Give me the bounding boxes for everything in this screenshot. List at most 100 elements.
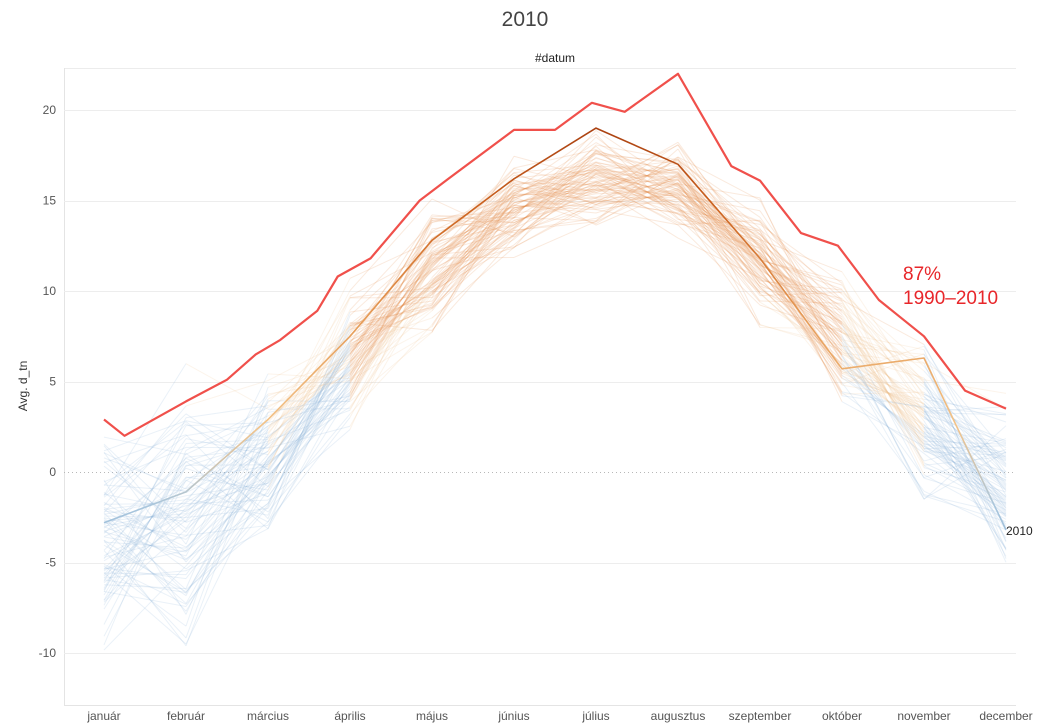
history-line-segment bbox=[185, 472, 269, 579]
history-line-segment bbox=[185, 423, 269, 471]
history-line-segment bbox=[595, 173, 679, 204]
history-line-segment bbox=[431, 190, 515, 268]
history-line-segment bbox=[677, 209, 761, 225]
history-line-segment bbox=[431, 185, 515, 272]
history-line-segment bbox=[185, 482, 269, 497]
history-line-segment bbox=[759, 217, 843, 334]
history-line-segment bbox=[759, 287, 843, 361]
history-line-segment bbox=[759, 255, 843, 325]
history-line-segment bbox=[677, 182, 761, 261]
history-line-segment bbox=[841, 316, 925, 468]
history-line-segment bbox=[267, 297, 351, 430]
history-line-segment bbox=[431, 256, 515, 259]
history-line-segment bbox=[513, 185, 597, 210]
history-line-segment bbox=[923, 495, 1007, 523]
history-line-segment bbox=[103, 503, 187, 505]
history-line-segment bbox=[103, 584, 187, 590]
history-line-segment bbox=[431, 234, 515, 294]
history-line-segment bbox=[923, 382, 1007, 563]
history-line-segment bbox=[677, 201, 761, 241]
history-line-segment bbox=[267, 374, 351, 509]
history-line-segment bbox=[103, 438, 187, 560]
history-line-segment bbox=[185, 398, 269, 557]
history-line-segment bbox=[841, 401, 925, 447]
history-line-segment bbox=[595, 198, 679, 210]
history-line-segment bbox=[759, 262, 843, 377]
history-line-segment bbox=[103, 460, 187, 533]
history-line-segment bbox=[841, 300, 925, 467]
annotation-year-range: 1990–2010 bbox=[903, 288, 998, 309]
history-line-segment bbox=[923, 345, 1007, 478]
history-line-segment bbox=[677, 190, 761, 245]
history-line-segment bbox=[349, 287, 433, 299]
history-line-segment bbox=[841, 340, 925, 405]
history-line-segment bbox=[103, 464, 187, 591]
history-line-segment bbox=[923, 426, 1007, 550]
history-line-segment bbox=[349, 293, 433, 408]
history-line-segment bbox=[513, 186, 597, 237]
history-line-segment bbox=[103, 443, 187, 523]
y-tick-label: 10 bbox=[43, 284, 57, 298]
history-line-segment bbox=[595, 161, 679, 211]
history-line-segment bbox=[677, 212, 761, 254]
history-line-segment bbox=[185, 415, 269, 455]
history-line-segment bbox=[185, 477, 269, 548]
history-line-segment bbox=[349, 259, 433, 325]
history-line-segment bbox=[513, 161, 597, 214]
history-line-segment bbox=[677, 198, 761, 279]
history-line-segment bbox=[267, 372, 351, 417]
history-line-segment bbox=[677, 213, 761, 259]
history-line-segment bbox=[103, 493, 187, 512]
history-line-segment bbox=[513, 161, 597, 194]
history-line-segment bbox=[677, 237, 761, 279]
history-line-segment bbox=[759, 249, 843, 308]
history-line-segment bbox=[595, 144, 679, 199]
history-line-segment bbox=[513, 149, 597, 236]
history-line-segment bbox=[677, 171, 761, 282]
history-line-segment bbox=[923, 396, 1007, 459]
history-line-segment bbox=[103, 425, 187, 582]
history-line-segment bbox=[267, 374, 351, 407]
history-line-segment bbox=[267, 355, 351, 420]
history-line-segment bbox=[841, 330, 925, 442]
history-line-segment bbox=[103, 502, 187, 572]
history-line-segment bbox=[431, 246, 515, 256]
history-line-segment bbox=[595, 149, 679, 209]
history-line-segment bbox=[923, 431, 1007, 462]
history-line-segment bbox=[185, 481, 269, 593]
history-line-segment bbox=[759, 261, 843, 385]
history-line-segment bbox=[349, 286, 433, 339]
history-line-segment bbox=[513, 172, 597, 206]
history-line-segment bbox=[923, 455, 1007, 466]
history-line-segment bbox=[349, 281, 433, 369]
history-line-segment bbox=[595, 156, 679, 194]
history-line-segment bbox=[759, 221, 843, 363]
history-line-segment bbox=[759, 300, 843, 304]
history-line-segment bbox=[185, 434, 269, 520]
history-line-segment bbox=[267, 365, 351, 439]
history-line-segment bbox=[267, 373, 351, 380]
history-line-segment bbox=[431, 212, 515, 223]
history-line-segment bbox=[759, 228, 843, 361]
history-line-segment bbox=[103, 513, 187, 522]
history-line-segment bbox=[759, 324, 843, 346]
history-line-segment bbox=[759, 263, 843, 373]
history-line-segment bbox=[103, 517, 187, 590]
history-line-segment bbox=[431, 174, 515, 268]
history-line-segment bbox=[267, 323, 351, 467]
history-line-segment bbox=[677, 183, 761, 199]
history-line-segment bbox=[841, 283, 925, 450]
history-line-segment bbox=[185, 421, 269, 487]
history-line-segment bbox=[431, 195, 515, 333]
history-line-segment bbox=[677, 187, 761, 284]
history-line-segment bbox=[923, 490, 1007, 531]
history-line-segment bbox=[431, 217, 515, 234]
history-line-segment bbox=[349, 297, 433, 381]
history-line-segment bbox=[513, 153, 597, 201]
history-line-segment bbox=[841, 289, 925, 383]
history-line-segment bbox=[267, 358, 351, 388]
history-line-segment bbox=[923, 420, 1007, 550]
history-line-segment bbox=[267, 334, 351, 516]
history-line-segment bbox=[103, 510, 187, 562]
history-line-segment bbox=[267, 425, 351, 449]
